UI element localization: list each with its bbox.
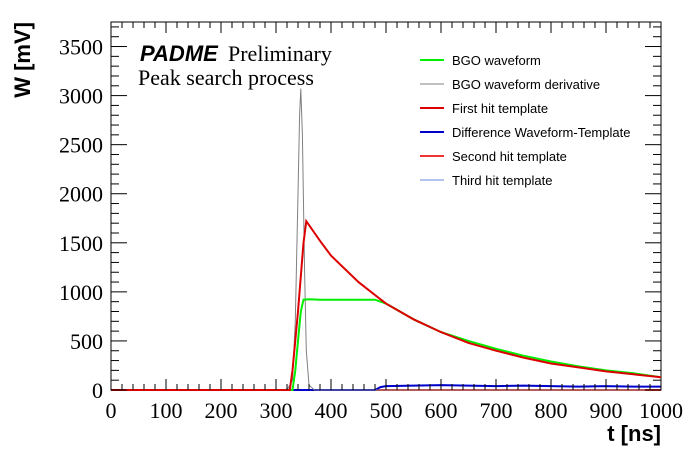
y-axis-title: W [mV]: [10, 22, 35, 98]
y-tick-label: 2000: [59, 182, 103, 207]
series-line-0: [111, 298, 662, 391]
y-tick-label: 3000: [59, 84, 103, 109]
legend: BGO waveform BGO waveform derivative First…: [420, 53, 630, 188]
legend-label: Third hit template: [452, 173, 552, 188]
x-axis-title: t [ns]: [607, 421, 661, 446]
subtitle-label: Peak search process: [138, 65, 314, 90]
x-tick-label: 700: [480, 398, 513, 423]
ticks-layer: 0 100 200 300 400 500 600 700 800 900 1000 0 500 1000…: [59, 22, 683, 423]
y-tick-label: 1500: [59, 231, 103, 256]
legend-label: BGO waveform: [452, 53, 541, 68]
x-tick-label: 900: [590, 398, 623, 423]
y-tick-label: 1000: [59, 280, 103, 305]
legend-label: Second hit template: [452, 149, 567, 164]
x-tick-label: 400: [315, 398, 348, 423]
x-tick-label: 1000: [639, 398, 683, 423]
x-tick-label: 500: [370, 398, 403, 423]
y-tick-label: 2500: [59, 133, 103, 158]
y-tick-label: 500: [70, 329, 103, 354]
legend-label: BGO waveform derivative: [452, 77, 600, 92]
x-tick-label: 800: [535, 398, 568, 423]
x-tick-label: 100: [150, 398, 183, 423]
y-tick-label: 0: [92, 378, 103, 403]
series-line-2: [111, 218, 662, 391]
status-label: Preliminary: [228, 41, 332, 66]
series-line-3: [111, 384, 661, 391]
x-tick-label: 600: [425, 398, 458, 423]
x-tick-label: 0: [106, 398, 117, 423]
y-tick-label: 3500: [59, 35, 103, 60]
legend-label: Difference Waveform-Template: [452, 125, 630, 140]
x-tick-label: 200: [205, 398, 238, 423]
legend-label: First hit template: [452, 101, 548, 116]
x-tick-label: 300: [260, 398, 293, 423]
brand-label: PADME: [140, 41, 219, 66]
